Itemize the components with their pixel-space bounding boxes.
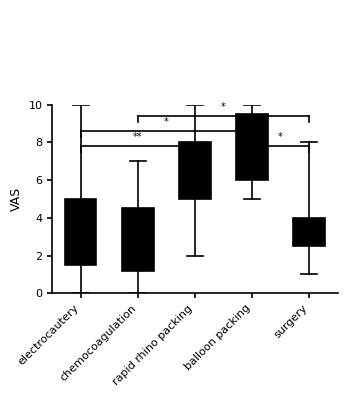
Text: *: * (164, 117, 169, 127)
PathPatch shape (293, 218, 325, 246)
PathPatch shape (122, 208, 153, 271)
PathPatch shape (179, 142, 211, 199)
PathPatch shape (65, 199, 96, 265)
Y-axis label: VAS: VAS (10, 187, 23, 211)
PathPatch shape (236, 114, 268, 180)
Text: **: ** (133, 132, 143, 142)
Text: *: * (278, 132, 283, 142)
Text: *: * (221, 102, 226, 112)
